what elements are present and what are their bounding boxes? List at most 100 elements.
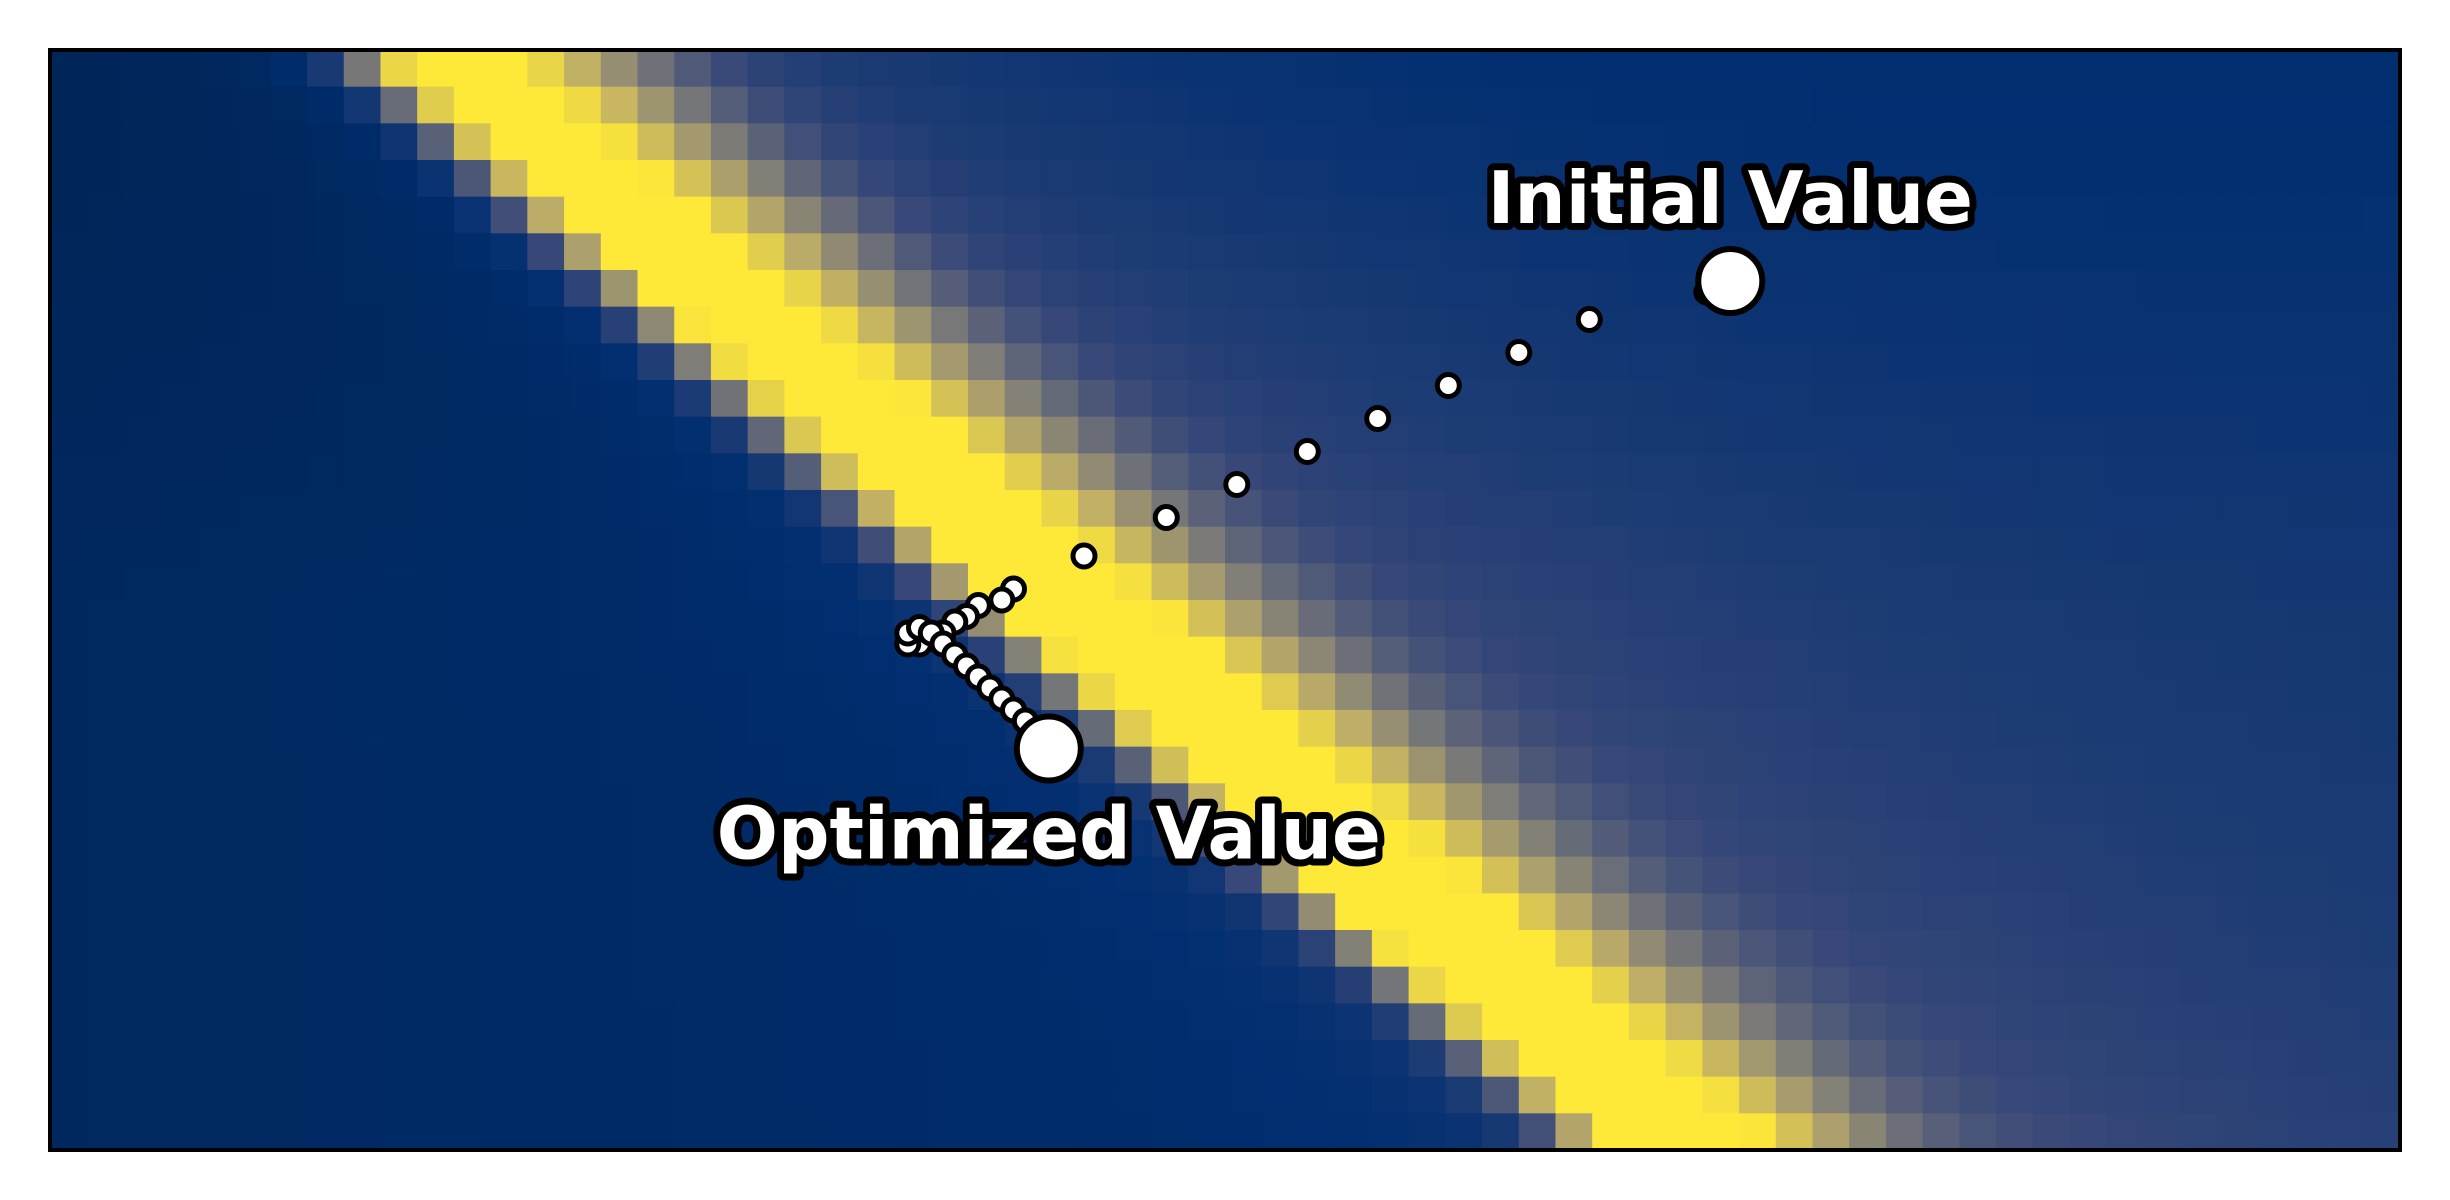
heatmap-cell [2179, 1113, 2218, 1151]
heatmap-cell [784, 563, 822, 601]
heatmap-cell [1555, 966, 1593, 1004]
heatmap-cell [1592, 820, 1630, 858]
heatmap-cell [2216, 636, 2254, 674]
heatmap-cell [1004, 306, 1043, 344]
heatmap-cell [490, 966, 528, 1004]
heatmap-cell [1702, 490, 1740, 528]
heatmap-cell [307, 160, 345, 198]
heatmap-cell [821, 1003, 859, 1041]
heatmap-cell [86, 930, 125, 968]
heatmap-cell [1628, 1113, 1667, 1151]
heatmap-cell [1849, 453, 1887, 491]
heatmap-cell [453, 380, 492, 418]
heatmap-cell [2106, 416, 2144, 454]
heatmap-cell [637, 710, 675, 748]
heatmap-cell [857, 673, 896, 711]
heatmap-cell [1371, 1040, 1410, 1078]
heatmap-cell [1518, 746, 1557, 784]
heatmap-cell [307, 380, 345, 418]
heatmap-cell [527, 1076, 565, 1114]
heatmap-cell [453, 86, 492, 124]
heatmap-cell [1959, 930, 1997, 968]
heatmap-cell [1592, 710, 1630, 748]
heatmap-cell [1298, 380, 1336, 418]
heatmap-cell [1996, 1113, 2034, 1151]
heatmap-cell [1702, 380, 1740, 418]
heatmap-cell [1225, 893, 1263, 931]
heatmap-cell [747, 160, 785, 198]
heatmap-cell [637, 636, 675, 674]
heatmap-cell [1225, 306, 1263, 344]
heatmap-cell [1298, 563, 1336, 601]
heatmap-cell [196, 123, 235, 161]
heatmap-cell [1445, 856, 1483, 894]
heatmap-cell [967, 783, 1006, 821]
heatmap-cell [1225, 783, 1263, 821]
heatmap-cell [1298, 1003, 1336, 1041]
heatmap-cell [1996, 930, 2034, 968]
heatmap-cell [233, 1003, 271, 1041]
heatmap-cell [2106, 600, 2144, 638]
heatmap-cell [967, 1040, 1006, 1078]
heatmap-cell [123, 196, 161, 234]
heatmap-cell [417, 233, 455, 271]
heatmap-cell [1041, 600, 1079, 638]
heatmap-cell [307, 343, 345, 381]
heatmap-cell [1628, 820, 1667, 858]
heatmap-cell [2069, 490, 2107, 528]
heatmap-cell [2289, 160, 2328, 198]
heatmap-cell [417, 416, 455, 454]
heatmap-cell [1041, 270, 1079, 308]
heatmap-cell [527, 343, 565, 381]
heatmap-cell [1885, 1113, 1924, 1151]
heatmap-cell [1665, 160, 1703, 198]
heatmap-cell [196, 746, 235, 784]
heatmap-cell [1261, 86, 1300, 124]
heatmap-cell [1628, 710, 1667, 748]
heatmap-cell [86, 710, 125, 748]
heatmap-cell [1371, 966, 1410, 1004]
heatmap-cell [2253, 1076, 2291, 1114]
heatmap-cell [417, 1076, 455, 1114]
heatmap-cell [600, 123, 639, 161]
heatmap-cell [2142, 86, 2181, 124]
heatmap-cell [600, 86, 639, 124]
heatmap-cell [1702, 930, 1740, 968]
heatmap-cell [1482, 86, 1520, 124]
heatmap-cell [2179, 966, 2218, 1004]
heatmap-cell [637, 1040, 675, 1078]
heatmap-cell [1078, 160, 1116, 198]
heatmap-cell [2106, 673, 2144, 711]
heatmap-cell [1004, 1040, 1043, 1078]
heatmap-cell [637, 893, 675, 931]
heatmap-cell [1518, 966, 1557, 1004]
heatmap-cell [2069, 1076, 2107, 1114]
heatmap-cell [2142, 673, 2181, 711]
heatmap-cell [1225, 1040, 1263, 1078]
heatmap-cell [1849, 160, 1887, 198]
heatmap-cell [1959, 1003, 1997, 1041]
heatmap-cell [674, 966, 712, 1004]
heatmap-cell [86, 343, 125, 381]
heatmap-cell [821, 86, 859, 124]
heatmap-cell [1041, 160, 1079, 198]
heatmap-cell [894, 160, 932, 198]
heatmap-cell [1812, 1003, 1850, 1041]
heatmap-cell [747, 563, 785, 601]
heatmap-cell [1371, 50, 1410, 88]
heatmap-cell [343, 820, 382, 858]
heatmap-cell [196, 600, 235, 638]
heatmap-cell [2289, 600, 2328, 638]
heatmap-cell [1225, 416, 1263, 454]
heatmap-cell [527, 50, 565, 88]
heatmap-cell [710, 86, 749, 124]
heatmap-cell [417, 380, 455, 418]
heatmap-cell [1078, 196, 1116, 234]
heatmap-cell [894, 563, 932, 601]
heatmap-cell [343, 746, 382, 784]
heatmap-cell [2069, 966, 2107, 1004]
heatmap-cell [1408, 233, 1446, 271]
heatmap-cell [2289, 783, 2328, 821]
heatmap-cell [1959, 270, 1997, 308]
